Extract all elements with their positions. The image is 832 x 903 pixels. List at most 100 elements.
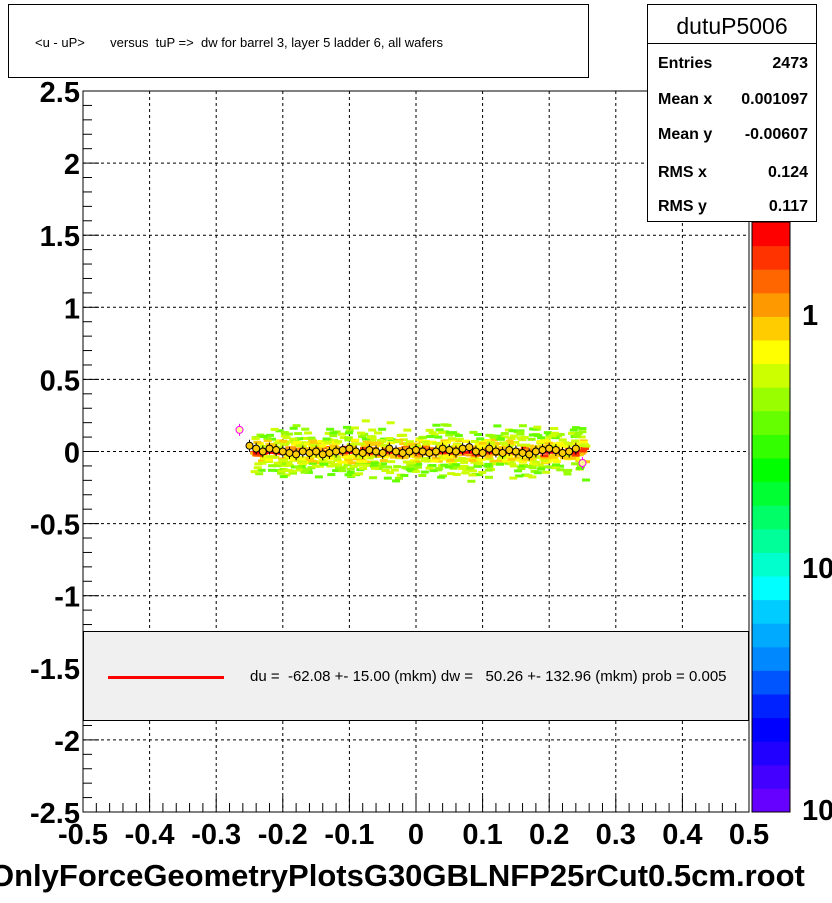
histogram-cell bbox=[432, 423, 441, 427]
histogram-cell bbox=[309, 441, 318, 445]
histogram-cell bbox=[528, 433, 537, 437]
histogram-cell bbox=[514, 469, 523, 473]
histogram-cell bbox=[380, 443, 389, 447]
histogram-cell bbox=[540, 454, 549, 458]
histogram-cell bbox=[564, 442, 573, 446]
palette-label: 1 bbox=[802, 300, 818, 332]
histogram-cell bbox=[378, 439, 387, 443]
profile-point bbox=[245, 441, 254, 450]
histogram-cell bbox=[469, 430, 478, 434]
histogram-cell bbox=[550, 431, 559, 435]
histogram-cell bbox=[556, 468, 565, 472]
histogram-cell bbox=[296, 444, 305, 448]
histogram-cell bbox=[284, 462, 293, 466]
histogram-cell bbox=[500, 435, 509, 439]
histogram-cell bbox=[379, 459, 388, 463]
palette-cell bbox=[752, 363, 790, 388]
histogram-cell bbox=[361, 437, 370, 441]
histogram-cell bbox=[253, 466, 262, 470]
histogram-cell bbox=[489, 459, 498, 463]
histogram-cell bbox=[332, 441, 341, 445]
histogram-cell bbox=[485, 475, 494, 479]
palette-cell bbox=[752, 646, 790, 671]
palette-cell bbox=[752, 245, 790, 270]
histogram-cell bbox=[304, 431, 313, 435]
histogram-cell bbox=[351, 438, 360, 442]
histogram-cell bbox=[470, 440, 479, 444]
palette-cell bbox=[752, 387, 790, 412]
profile-point bbox=[485, 444, 494, 453]
histogram-cell bbox=[468, 473, 477, 477]
palette-cell bbox=[752, 764, 790, 789]
histogram-cell bbox=[423, 456, 432, 460]
histogram-cell bbox=[499, 445, 508, 449]
histogram-cell bbox=[465, 453, 474, 457]
histogram-cell bbox=[537, 467, 546, 471]
histogram-cell bbox=[462, 439, 471, 443]
histogram-cell bbox=[378, 462, 387, 466]
histogram-cell bbox=[578, 449, 587, 453]
histogram-cell bbox=[403, 428, 412, 432]
histogram-cell bbox=[293, 440, 302, 444]
histogram-cell bbox=[432, 441, 441, 445]
palette-cell bbox=[752, 694, 790, 719]
histogram-cell bbox=[478, 470, 487, 474]
histogram-cell bbox=[393, 440, 402, 444]
profile-point bbox=[235, 425, 244, 434]
histogram-cell bbox=[524, 464, 533, 468]
histogram-cell bbox=[255, 472, 264, 476]
histogram-cell bbox=[481, 440, 490, 444]
histogram-cell bbox=[528, 475, 537, 479]
histogram-cell bbox=[390, 455, 399, 459]
histogram-cell bbox=[387, 460, 396, 464]
histogram-cell bbox=[310, 443, 319, 447]
histogram-cell bbox=[257, 459, 266, 463]
palette-label: 10 bbox=[802, 553, 832, 585]
histogram-cell bbox=[536, 440, 545, 444]
histogram-cell bbox=[385, 437, 394, 441]
palette-cell bbox=[752, 599, 790, 624]
histogram-cell bbox=[489, 435, 498, 439]
profile-point bbox=[272, 446, 281, 455]
histogram-cell bbox=[327, 473, 336, 477]
histogram-cell bbox=[402, 460, 411, 464]
profile-point bbox=[498, 448, 507, 457]
histogram-cell bbox=[518, 438, 527, 442]
profile-point bbox=[292, 450, 301, 459]
stats-value: 0.124 bbox=[767, 164, 808, 181]
histogram-cell bbox=[577, 435, 586, 439]
histogram-cell bbox=[468, 459, 477, 463]
palette-cell bbox=[752, 269, 790, 294]
histogram-cell bbox=[502, 459, 511, 463]
histogram-cell bbox=[363, 454, 372, 458]
histogram-cell bbox=[505, 441, 514, 445]
x-tick-label: -0.3 bbox=[191, 819, 241, 851]
profile-point bbox=[451, 447, 460, 456]
histogram-cell bbox=[420, 470, 429, 474]
histogram-cell bbox=[332, 469, 341, 473]
histogram-cell bbox=[551, 463, 560, 467]
histogram-cell bbox=[556, 464, 565, 468]
histogram-cell bbox=[263, 437, 272, 441]
histogram-cell bbox=[467, 479, 476, 483]
histogram-cell bbox=[300, 436, 309, 440]
histogram-cell bbox=[284, 440, 293, 444]
histogram-cell bbox=[473, 432, 482, 436]
x-tick-label: 0.3 bbox=[596, 819, 636, 851]
histogram-cell bbox=[521, 457, 530, 461]
histogram-cell bbox=[413, 460, 422, 464]
histogram-cell bbox=[288, 471, 297, 475]
histogram-cell bbox=[568, 431, 577, 435]
histogram-cell bbox=[447, 472, 456, 476]
histogram-cell bbox=[517, 467, 526, 471]
profile-point bbox=[445, 446, 454, 455]
histogram-cell bbox=[549, 442, 558, 446]
histogram-cell bbox=[350, 426, 359, 430]
histogram-cell bbox=[537, 436, 546, 440]
histogram-cell bbox=[368, 437, 377, 441]
histogram-cell bbox=[253, 440, 262, 444]
histogram-cell bbox=[370, 464, 379, 468]
profile-point bbox=[418, 447, 427, 456]
histogram-cell bbox=[344, 457, 353, 461]
histogram-cell bbox=[460, 464, 469, 468]
